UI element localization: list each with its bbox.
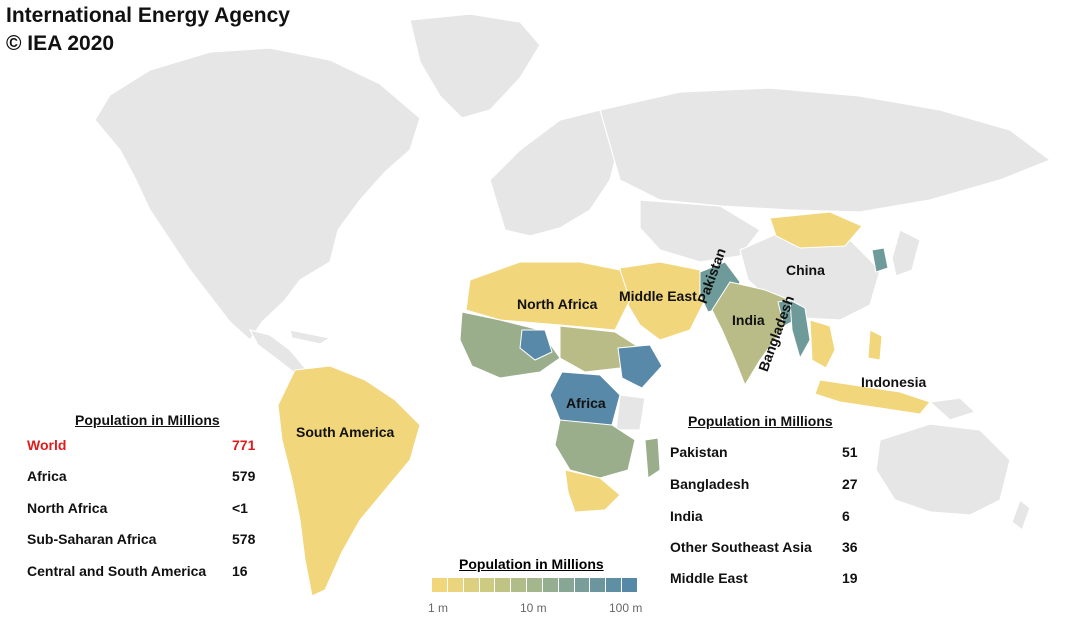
left-row-value: 578 [232,531,256,547]
legend-color-step [495,578,512,592]
legend-color-scale [432,578,638,592]
south-america [277,365,421,597]
right-row-label: Other Southeast Asia [670,539,812,555]
east-africa [615,394,646,431]
label-middle-east: Middle East [619,288,697,304]
europe [489,109,621,237]
legend-color-step [574,578,591,592]
korea [871,247,889,273]
right-row-value: 19 [842,570,858,586]
north-america [94,47,421,341]
papua [928,397,977,421]
middle-east [619,261,706,341]
left-row-value: 16 [232,563,248,579]
legend-tick-label: 10 m [520,601,547,615]
southern-africa-low [564,469,621,513]
southern-africa-mid [554,419,636,479]
label-africa: Africa [566,395,606,411]
label-south-america: South America [296,424,395,440]
north-africa [465,261,631,331]
legend-title: Population in Millions [459,556,604,572]
madagascar [644,437,661,479]
mongolia [769,211,863,249]
label-india: India [732,312,765,328]
label-indonesia: Indonesia [861,374,927,390]
legend-color-step [558,578,575,592]
left-row-label: World [27,437,67,453]
right-row-value: 36 [842,539,858,555]
left-row-value: 579 [232,468,256,484]
legend-color-step [606,578,623,592]
philippines [867,329,883,361]
right-row-label: Bangladesh [670,476,750,492]
legend-color-step [511,578,528,592]
credit-line-2: © IEA 2020 [6,32,115,55]
japan [891,229,921,277]
legend-tick-label: 100 m [609,601,643,615]
legend-color-step [463,578,480,592]
central-asia [639,199,761,263]
indonesia [814,379,931,415]
new-zealand [1011,499,1031,531]
right-row-value: 6 [842,508,850,524]
right-row-value: 51 [842,444,858,460]
right-row-label: Pakistan [670,444,728,460]
left-row-label: Sub-Saharan Africa [27,531,157,547]
caribbean [289,329,332,345]
legend-color-step [590,578,607,592]
legend-color-step [432,578,448,592]
legend-color-step [622,578,638,592]
credit-line-1: International Energy Agency [6,4,290,27]
myanmar [789,299,811,360]
legend-tick-label: 1 m [428,601,449,615]
label-north-africa: North Africa [517,296,598,312]
legend-color-step [447,578,464,592]
southeast-asia [809,319,836,369]
left-row-label: Africa [27,468,67,484]
legend-color-step [527,578,543,592]
australia [875,423,1011,516]
legend-color-step [542,578,559,592]
russia [599,87,1052,213]
left-panel-title: Population in Millions [75,412,220,428]
left-row-value: 771 [232,437,256,453]
right-panel-title: Population in Millions [688,413,833,429]
west-africa [459,311,561,379]
left-row-label: North Africa [27,500,108,516]
right-row-label: India [670,508,703,524]
label-china: China [786,262,825,278]
ethiopia [617,344,663,389]
left-row-value: <1 [232,500,248,516]
right-row-value: 27 [842,476,858,492]
right-row-label: Middle East [670,570,748,586]
greenland [409,13,541,119]
india [711,281,791,387]
legend-color-step [479,578,496,592]
nigeria [519,329,553,361]
left-row-label: Central and South America [27,563,207,579]
